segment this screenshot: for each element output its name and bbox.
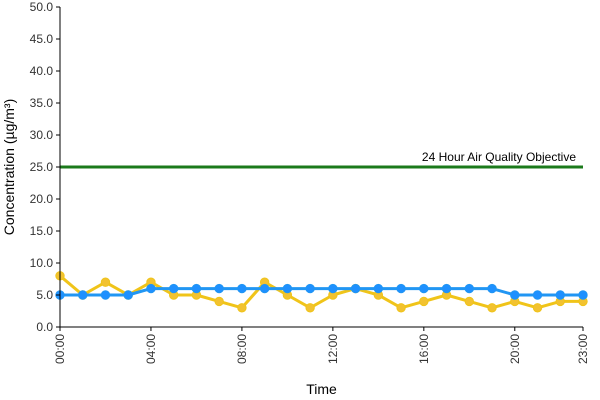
series-2-point [419,283,429,294]
series-2-point [146,283,156,294]
series-1-point [305,303,315,313]
series-1-point [419,296,429,307]
series-2-point [78,290,88,300]
x-tick-label: 20:00 [508,334,522,364]
reference-line-group: 24 Hour Air Quality Objective [60,150,583,169]
series-2-point [441,283,452,294]
series-2-point [305,283,315,294]
series-1-point [532,303,543,313]
series-2-point [396,283,406,294]
x-tick-group: 00:00 04:00 08:00 12:00 16:00 20:00 23:00 [53,327,590,364]
series-2-point [578,290,588,300]
series-2-point [373,283,384,294]
series-2-point [100,290,111,300]
series-1-point [464,296,475,307]
series-2-point [532,290,543,300]
series-2-point [464,283,475,294]
series-2-point [123,290,133,300]
x-tick-label: 04:00 [144,334,158,364]
series-1-point [100,277,111,287]
series-2-point [214,283,224,294]
series-1-point [396,303,406,313]
y-tick-label: 30.0 [30,128,54,142]
y-tick-label: 25.0 [30,160,54,174]
series-2-point [191,283,202,294]
y-tick-label: 45.0 [30,32,54,46]
x-tick-label: 12:00 [326,334,340,364]
y-axis-title: Concentration (µg/m³) [1,99,17,235]
air-quality-objective-label: 24 Hour Air Quality Objective [422,150,576,164]
series-2-point [237,283,247,294]
series-2-point [555,290,565,300]
y-tick-label: 5.0 [36,288,53,302]
series-1-point [237,303,247,313]
y-tick-label: 10.0 [30,256,54,270]
series-2-point [168,283,179,294]
y-tick-label: 35.0 [30,96,54,110]
x-tick-label: 23:00 [576,334,590,364]
series-2-point [350,283,361,294]
series-1-point [214,296,224,307]
x-axis-title: Time [306,381,337,397]
series-2-point [328,283,338,294]
y-tick-group: 0.0 5.0 10.0 15.0 20.0 25.0 30.0 35.0 40.0 45.0 50… [30,0,60,334]
x-tick-label: 16:00 [417,334,431,364]
y-tick-label: 50.0 [30,0,54,14]
x-tick-label: 08:00 [235,334,249,364]
y-tick-label: 15.0 [30,224,54,238]
series-2-point [510,290,520,300]
y-tick-label: 20.0 [30,192,54,206]
series-2-point [282,283,293,294]
y-tick-label: 40.0 [30,64,54,78]
y-tick-label: 0.0 [36,320,53,334]
series-1-point [487,303,497,313]
x-tick-label: 00:00 [53,334,67,364]
series-2-point [487,283,497,294]
series-group [55,271,588,313]
series-2-point [259,283,270,294]
